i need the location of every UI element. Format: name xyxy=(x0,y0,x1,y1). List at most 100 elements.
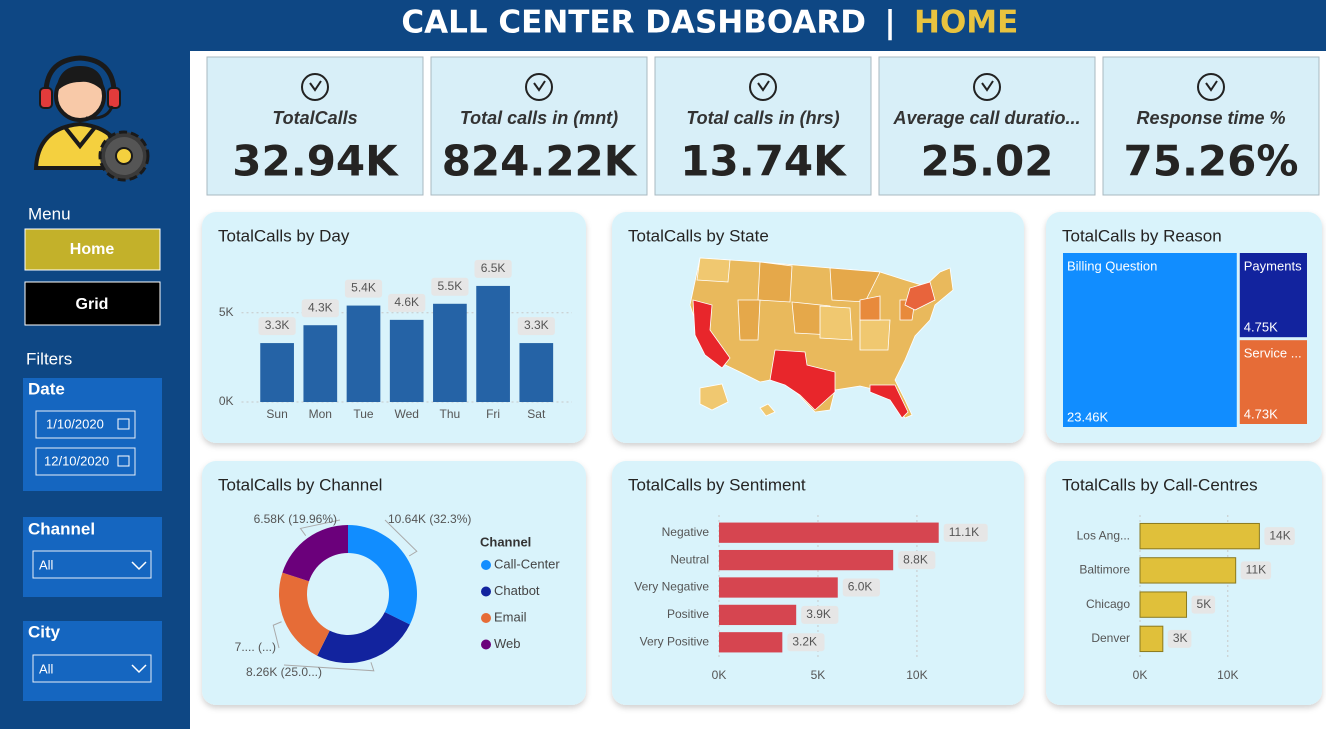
kpi-icon xyxy=(981,80,994,92)
y-tick-label: Very Negative xyxy=(634,580,709,594)
y-tick-label: Neutral xyxy=(670,552,709,566)
kpi-value: 824.22K xyxy=(442,137,638,186)
channel-label: Channel xyxy=(28,519,95,538)
city-value[interactable]: All xyxy=(39,661,54,676)
calendar-icon[interactable] xyxy=(117,455,130,467)
kpi-value: 75.26% xyxy=(1124,137,1299,186)
cell-value: 4.73K xyxy=(1244,406,1278,421)
channel-value[interactable]: All xyxy=(39,557,54,572)
bar xyxy=(719,549,894,571)
date-from-input[interactable] xyxy=(35,410,136,439)
header-separator: | xyxy=(884,5,895,41)
label-bg xyxy=(474,259,512,278)
y-tick-label: Los Ang... xyxy=(1077,528,1130,542)
grid-button-label[interactable]: Grid xyxy=(76,296,109,313)
kpi-value: 25.02 xyxy=(921,137,1054,186)
x-tick-label: Wed xyxy=(394,407,418,421)
kpi-label: TotalCalls xyxy=(272,108,357,128)
kpi-icon xyxy=(757,80,770,92)
bar xyxy=(519,343,554,402)
y-tick-label: Negative xyxy=(662,525,710,539)
channel-panel xyxy=(23,517,162,597)
date-to[interactable]: 12/10/2020 xyxy=(44,453,109,468)
header-title: CALL CENTER DASHBOARD xyxy=(401,5,866,41)
label-bg xyxy=(301,299,339,318)
label-bg xyxy=(517,317,555,336)
label-bg xyxy=(1240,561,1272,580)
kpi-icon xyxy=(301,73,329,101)
y-tick-label: Chicago xyxy=(1086,597,1130,611)
y-tick-label: Denver xyxy=(1091,631,1130,645)
x-tick-label: 0K xyxy=(712,668,727,682)
x-tick-label: 0K xyxy=(1133,668,1148,682)
kpi-value: 32.94K xyxy=(232,137,399,186)
agent-icon xyxy=(33,55,150,182)
label-bg xyxy=(1167,629,1192,648)
kpi-icon xyxy=(973,73,1001,101)
treemap-cell xyxy=(1239,253,1307,338)
leader-line xyxy=(283,662,375,672)
x-tick-label: Fri xyxy=(486,407,500,421)
legend-label: Web xyxy=(494,636,521,651)
data-label: 4.3K xyxy=(308,300,333,314)
date-from[interactable]: 1/10/2020 xyxy=(46,416,104,431)
bar xyxy=(719,577,838,598)
bar xyxy=(433,303,467,402)
kpi-card xyxy=(206,56,424,196)
bar xyxy=(303,325,338,402)
legend-marker xyxy=(481,586,491,597)
data-label: 7.... (...) xyxy=(235,640,276,654)
leader-line xyxy=(299,519,341,537)
chevron[interactable] xyxy=(131,561,147,571)
date-panel xyxy=(23,378,162,491)
bar xyxy=(719,522,939,543)
label-bg xyxy=(344,279,383,298)
legend-title: Channel xyxy=(480,534,531,549)
home-button[interactable] xyxy=(24,228,161,271)
x-tick-label: Tue xyxy=(353,407,374,421)
data-label: 3.3K xyxy=(524,318,549,332)
city-panel xyxy=(23,621,162,701)
legend-label: Email xyxy=(494,609,527,624)
bar xyxy=(719,604,797,626)
legend-marker xyxy=(481,560,491,570)
label-bg xyxy=(842,578,880,597)
chart-title: TotalCalls by State xyxy=(628,226,769,245)
header-bar xyxy=(0,0,1326,51)
label-bg xyxy=(431,277,469,296)
data-label: 5.5K xyxy=(438,279,463,293)
channel-dropdown[interactable] xyxy=(32,550,152,579)
calendar-icon[interactable] xyxy=(117,418,130,430)
cell-name: Service ... xyxy=(1244,346,1302,361)
x-tick-label: Mon xyxy=(309,407,332,421)
bar xyxy=(1139,557,1237,584)
bar xyxy=(476,285,510,402)
data-label: 8.8K xyxy=(903,552,928,566)
home-button-label[interactable]: Home xyxy=(70,241,115,258)
label-bg xyxy=(258,317,296,336)
bar xyxy=(719,632,783,653)
date-to-input[interactable] xyxy=(35,447,136,476)
menu-label: Menu xyxy=(28,204,71,223)
label-bg xyxy=(1191,595,1216,614)
sidebar xyxy=(0,0,190,729)
data-label: 6.58K (19.96%) xyxy=(254,512,337,526)
kpi-label: Total calls in (mnt) xyxy=(460,108,618,128)
x-tick-label: 10K xyxy=(1217,668,1238,682)
bar xyxy=(260,343,294,402)
chevron[interactable] xyxy=(131,664,147,674)
kpi-icon xyxy=(525,73,553,101)
kpi-card xyxy=(1102,56,1320,196)
grid-button[interactable] xyxy=(24,281,161,326)
kpi-card xyxy=(654,56,872,196)
label-bg xyxy=(898,551,936,570)
filters-label: Filters xyxy=(26,349,72,368)
donut-slice xyxy=(282,525,348,582)
cell-value: 4.75K xyxy=(1244,320,1278,335)
date-label: Date xyxy=(28,379,65,398)
data-label: 5K xyxy=(1197,597,1212,611)
city-dropdown[interactable] xyxy=(32,654,152,683)
data-label: 10.64K (32.3%) xyxy=(388,512,471,526)
kpi-label: Total calls in (hrs) xyxy=(686,108,839,128)
